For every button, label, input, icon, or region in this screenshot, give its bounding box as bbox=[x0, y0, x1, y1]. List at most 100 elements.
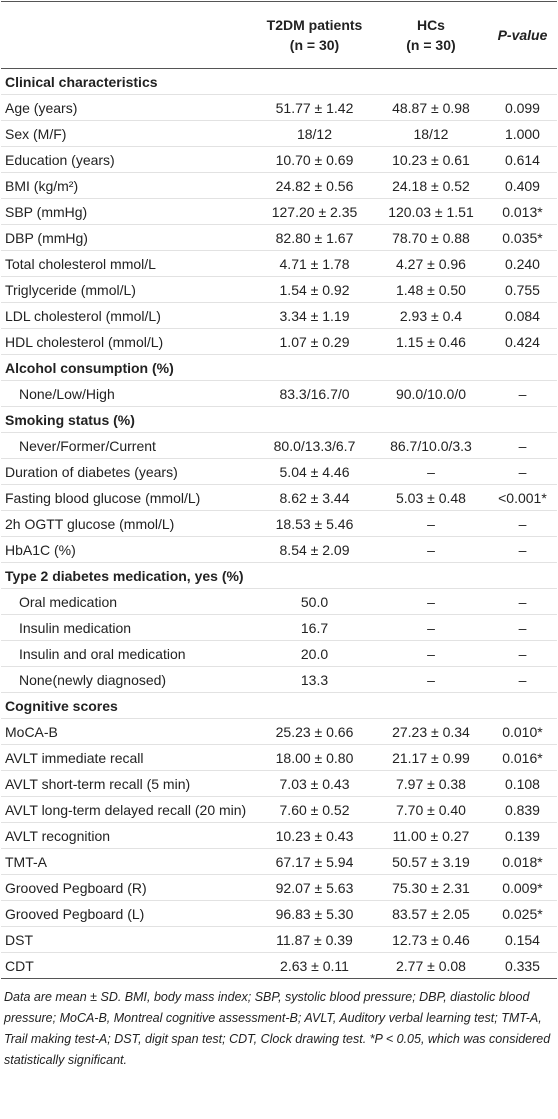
cell: 18/12 bbox=[255, 120, 374, 147]
cell: 7.97 ± 0.38 bbox=[374, 770, 488, 797]
header-cell: HCs (n = 30) bbox=[374, 1, 488, 69]
row-label: SBP (mmHg) bbox=[1, 198, 255, 225]
data-row: 2h OGTT glucose (mmol/L) 18.53 ± 5.46– – bbox=[1, 510, 557, 537]
cell: 0.010* bbox=[487, 718, 557, 745]
cell: – bbox=[374, 536, 488, 563]
cell: 12.73 ± 0.46 bbox=[374, 926, 488, 953]
row-label: None(newly diagnosed) bbox=[1, 666, 255, 693]
cell: 80.0/13.3/6.7 bbox=[255, 432, 374, 459]
cell: 11.00 ± 0.27 bbox=[374, 822, 488, 849]
row-label: LDL cholesterol (mmol/L) bbox=[1, 302, 255, 329]
cell: 1.15 ± 0.46 bbox=[374, 328, 488, 355]
data-row: LDL cholesterol (mmol/L) 3.34 ± 1.19 2.93 … bbox=[1, 302, 557, 329]
section-row: Alcohol consumption (%) bbox=[1, 354, 557, 381]
row-label: DST bbox=[1, 926, 255, 953]
cell: – bbox=[374, 510, 488, 537]
row-label: AVLT short-term recall (5 min) bbox=[1, 770, 255, 797]
cell: – bbox=[487, 458, 557, 485]
cell: 27.23 ± 0.34 bbox=[374, 718, 488, 745]
cell: 82.80 ± 1.67 bbox=[255, 224, 374, 251]
data-row: DST 11.87 ± 0.39 12.73 ± 0.46 0.154 bbox=[1, 926, 557, 953]
cell: 4.71 ± 1.78 bbox=[255, 250, 374, 277]
cell: 3.34 ± 1.19 bbox=[255, 302, 374, 329]
row-label: TMT-A bbox=[1, 848, 255, 875]
row-label: Grooved Pegboard (R) bbox=[1, 874, 255, 901]
cell: 2.77 ± 0.08 bbox=[374, 952, 488, 979]
cell: 0.108 bbox=[487, 770, 557, 797]
cell: 16.7 bbox=[255, 614, 374, 641]
data-row: Total cholesterol mmol/L 4.71 ± 1.78 4.27 … bbox=[1, 250, 557, 277]
cell: 7.60 ± 0.52 bbox=[255, 796, 374, 823]
cell: 7.70 ± 0.40 bbox=[374, 796, 488, 823]
cell: 18.00 ± 0.80 bbox=[255, 744, 374, 771]
section-row: Type 2 diabetes medication, yes (%) bbox=[1, 562, 557, 589]
cell: 0.009* bbox=[487, 874, 557, 901]
data-row: Fasting blood glucose (mmol/L) 8.62 ± 3.4… bbox=[1, 484, 557, 511]
section-heading: Alcohol consumption (%) bbox=[1, 354, 557, 381]
cell: – bbox=[487, 380, 557, 407]
cell: 0.084 bbox=[487, 302, 557, 329]
data-row: AVLT immediate recall 18.00 ± 0.80 21.17 ±… bbox=[1, 744, 557, 771]
header-row: T2DM patients (n = 30) HCs (n = 30) P-va… bbox=[1, 1, 557, 69]
data-row: HDL cholesterol (mmol/L) 1.07 ± 0.29 1.15 … bbox=[1, 328, 557, 355]
cell: 1.48 ± 0.50 bbox=[374, 276, 488, 303]
section-heading: Cognitive scores bbox=[1, 692, 557, 719]
table-body: Clinical characteristics Age (years) 51.77… bbox=[1, 68, 557, 979]
cell: 2.93 ± 0.4 bbox=[374, 302, 488, 329]
cell: 120.03 ± 1.51 bbox=[374, 198, 488, 225]
cell: – bbox=[374, 666, 488, 693]
cell: 67.17 ± 5.94 bbox=[255, 848, 374, 875]
cell: 0.139 bbox=[487, 822, 557, 849]
data-row: SBP (mmHg) 127.20 ± 2.35 120.03 ± 1.51 0.01… bbox=[1, 198, 557, 225]
section-heading: Clinical characteristics bbox=[1, 68, 557, 95]
cell: 0.409 bbox=[487, 172, 557, 199]
cell: 75.30 ± 2.31 bbox=[374, 874, 488, 901]
row-label: None/Low/High bbox=[1, 380, 255, 407]
header-cell: P-value bbox=[487, 1, 557, 69]
row-label: MoCA-B bbox=[1, 718, 255, 745]
cell: – bbox=[487, 510, 557, 537]
row-label: Insulin medication bbox=[1, 614, 255, 641]
cell: 90.0/10.0/0 bbox=[374, 380, 488, 407]
row-label: AVLT immediate recall bbox=[1, 744, 255, 771]
cell: 0.755 bbox=[487, 276, 557, 303]
data-row: Insulin and oral medication 20.0– – bbox=[1, 640, 557, 667]
row-label: Grooved Pegboard (L) bbox=[1, 900, 255, 927]
data-row: MoCA-B 25.23 ± 0.66 27.23 ± 0.34 0.010* bbox=[1, 718, 557, 745]
cell: 0.614 bbox=[487, 146, 557, 173]
row-label: AVLT long-term delayed recall (20 min) bbox=[1, 796, 255, 823]
cell: 0.154 bbox=[487, 926, 557, 953]
cell: 0.335 bbox=[487, 952, 557, 979]
data-row: Insulin medication 16.7– – bbox=[1, 614, 557, 641]
row-label: Oral medication bbox=[1, 588, 255, 615]
section-row: Clinical characteristics bbox=[1, 68, 557, 95]
cell: 83.3/16.7/0 bbox=[255, 380, 374, 407]
data-row: AVLT recognition 10.23 ± 0.43 11.00 ± 0.27… bbox=[1, 822, 557, 849]
cell: 1.07 ± 0.29 bbox=[255, 328, 374, 355]
data-row: Never/Former/Current 80.0/13.3/6.7 86.7/10… bbox=[1, 432, 557, 459]
row-label: DBP (mmHg) bbox=[1, 224, 255, 251]
cell: – bbox=[374, 614, 488, 641]
cell: 127.20 ± 2.35 bbox=[255, 198, 374, 225]
cell: 5.03 ± 0.48 bbox=[374, 484, 488, 511]
data-row: Education (years) 10.70 ± 0.69 10.23 ± 0.6… bbox=[1, 146, 557, 173]
cell: 0.013* bbox=[487, 198, 557, 225]
data-row: CDT 2.63 ± 0.11 2.77 ± 0.08 0.335 bbox=[1, 952, 557, 979]
table-header: T2DM patients (n = 30) HCs (n = 30) P-va… bbox=[1, 1, 557, 69]
row-label: CDT bbox=[1, 952, 255, 979]
cell: 18/12 bbox=[374, 120, 488, 147]
data-row: None(newly diagnosed) 13.3– – bbox=[1, 666, 557, 693]
cell: 10.23 ± 0.61 bbox=[374, 146, 488, 173]
cell: 83.57 ± 2.05 bbox=[374, 900, 488, 927]
cell: 86.7/10.0/3.3 bbox=[374, 432, 488, 459]
cell: 51.77 ± 1.42 bbox=[255, 94, 374, 121]
cell: 50.57 ± 3.19 bbox=[374, 848, 488, 875]
cell: – bbox=[374, 588, 488, 615]
cell: 0.035* bbox=[487, 224, 557, 251]
cell: 96.83 ± 5.30 bbox=[255, 900, 374, 927]
footnote: Data are mean ± SD. BMI, body mass index… bbox=[4, 990, 551, 1067]
cell: 0.099 bbox=[487, 94, 557, 121]
cell: 4.27 ± 0.96 bbox=[374, 250, 488, 277]
cell: 10.70 ± 0.69 bbox=[255, 146, 374, 173]
